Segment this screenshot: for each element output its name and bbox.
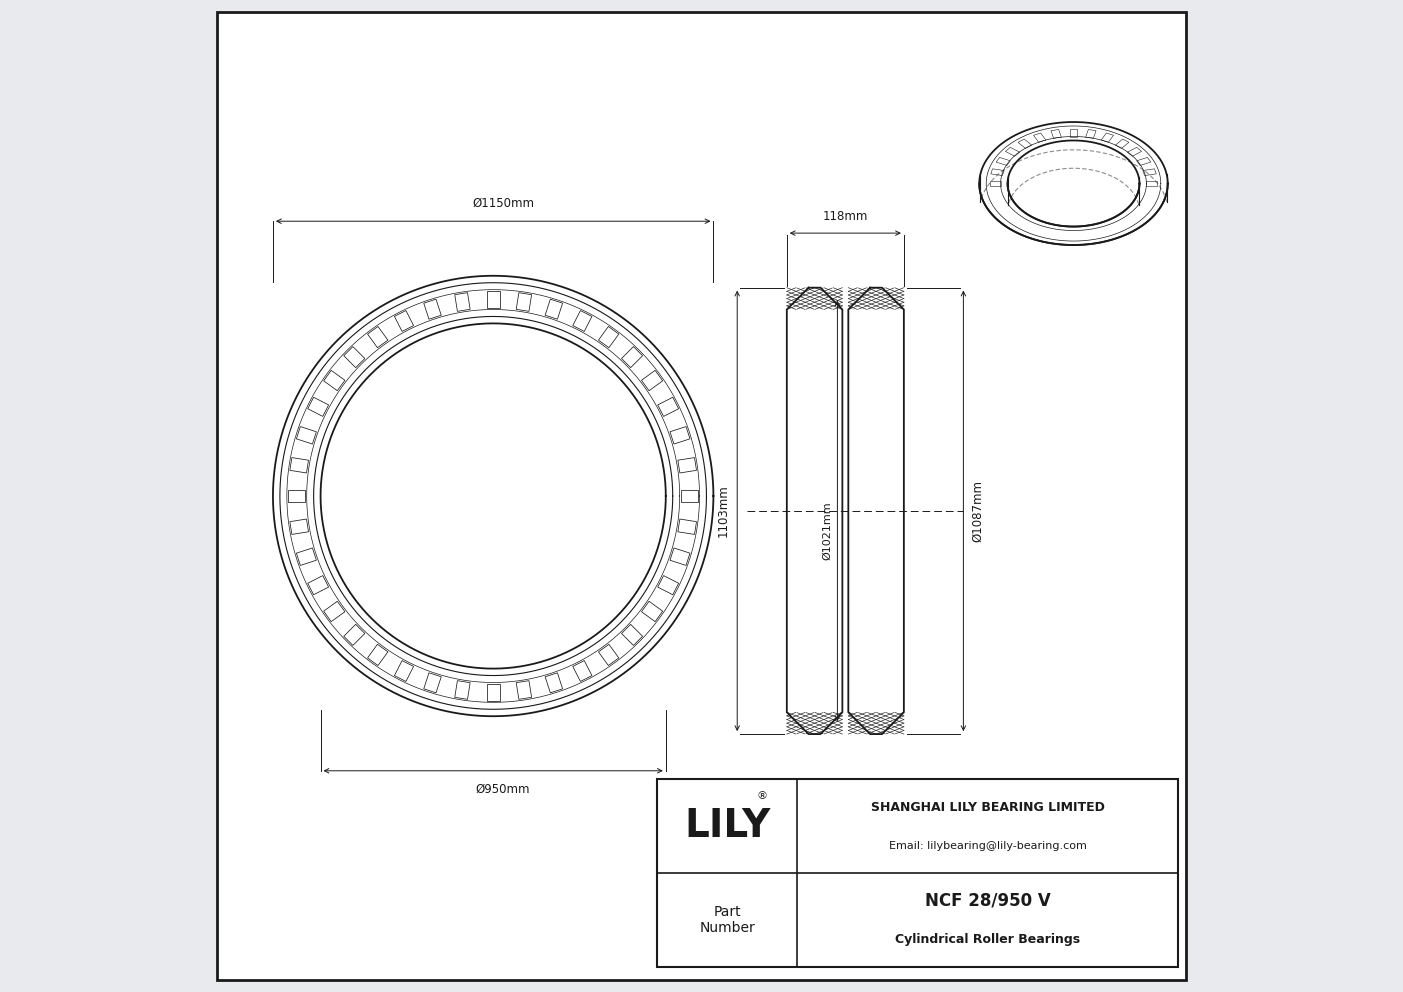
- Polygon shape: [324, 370, 345, 391]
- Polygon shape: [658, 397, 679, 417]
- Polygon shape: [641, 370, 662, 391]
- Polygon shape: [658, 575, 679, 595]
- Polygon shape: [1128, 148, 1142, 156]
- Polygon shape: [516, 293, 532, 311]
- Polygon shape: [572, 661, 592, 682]
- FancyBboxPatch shape: [217, 12, 1186, 980]
- Polygon shape: [682, 490, 699, 502]
- Text: 1103mm: 1103mm: [717, 484, 730, 538]
- Polygon shape: [1101, 133, 1114, 142]
- Polygon shape: [394, 661, 414, 682]
- Polygon shape: [290, 457, 309, 473]
- Polygon shape: [599, 644, 619, 666]
- Polygon shape: [290, 519, 309, 535]
- Polygon shape: [671, 548, 690, 565]
- Polygon shape: [671, 427, 690, 444]
- Polygon shape: [546, 300, 563, 319]
- Polygon shape: [678, 457, 696, 473]
- Polygon shape: [1143, 169, 1156, 176]
- Text: Ø1150mm: Ø1150mm: [471, 196, 535, 209]
- Polygon shape: [487, 292, 499, 308]
- Text: Ø950mm: Ø950mm: [476, 783, 530, 796]
- Polygon shape: [455, 293, 470, 311]
- Polygon shape: [344, 346, 365, 368]
- Polygon shape: [572, 310, 592, 331]
- Text: Ø1021mm: Ø1021mm: [822, 501, 832, 560]
- Polygon shape: [1006, 148, 1020, 156]
- Polygon shape: [368, 644, 387, 666]
- Polygon shape: [989, 181, 1002, 186]
- Text: Email: lilybearing@lily-bearing.com: Email: lilybearing@lily-bearing.com: [888, 840, 1086, 851]
- Polygon shape: [487, 684, 499, 700]
- Polygon shape: [599, 326, 619, 348]
- Polygon shape: [455, 681, 470, 699]
- Polygon shape: [1086, 130, 1096, 138]
- Polygon shape: [296, 427, 317, 444]
- Text: ®: ®: [756, 791, 767, 802]
- Polygon shape: [1069, 129, 1078, 137]
- Polygon shape: [622, 624, 643, 646]
- Text: 118mm: 118mm: [822, 210, 868, 223]
- Polygon shape: [307, 575, 328, 595]
- Text: Ø1087mm: Ø1087mm: [971, 480, 985, 542]
- Polygon shape: [1115, 139, 1129, 149]
- Text: Part
Number: Part Number: [699, 905, 755, 935]
- Polygon shape: [1034, 133, 1045, 142]
- Polygon shape: [678, 519, 696, 535]
- Polygon shape: [394, 310, 414, 331]
- Polygon shape: [344, 624, 365, 646]
- Text: NCF 28/950 V: NCF 28/950 V: [925, 891, 1051, 910]
- Text: Cylindrical Roller Bearings: Cylindrical Roller Bearings: [895, 933, 1080, 946]
- Polygon shape: [996, 158, 1010, 166]
- Polygon shape: [1019, 139, 1031, 149]
- Polygon shape: [324, 601, 345, 622]
- Polygon shape: [546, 673, 563, 692]
- Polygon shape: [424, 300, 441, 319]
- Polygon shape: [307, 397, 328, 417]
- Polygon shape: [1051, 130, 1061, 138]
- Polygon shape: [296, 548, 317, 565]
- Polygon shape: [641, 601, 662, 622]
- Polygon shape: [1136, 158, 1150, 166]
- Polygon shape: [1145, 181, 1157, 186]
- Polygon shape: [289, 490, 306, 502]
- Polygon shape: [424, 673, 441, 692]
- Polygon shape: [368, 326, 387, 348]
- Polygon shape: [516, 681, 532, 699]
- Text: SHANGHAI LILY BEARING LIMITED: SHANGHAI LILY BEARING LIMITED: [871, 802, 1104, 814]
- Bar: [657, 779, 1177, 967]
- Text: LILY: LILY: [685, 806, 770, 845]
- Polygon shape: [991, 169, 1005, 176]
- Polygon shape: [622, 346, 643, 368]
